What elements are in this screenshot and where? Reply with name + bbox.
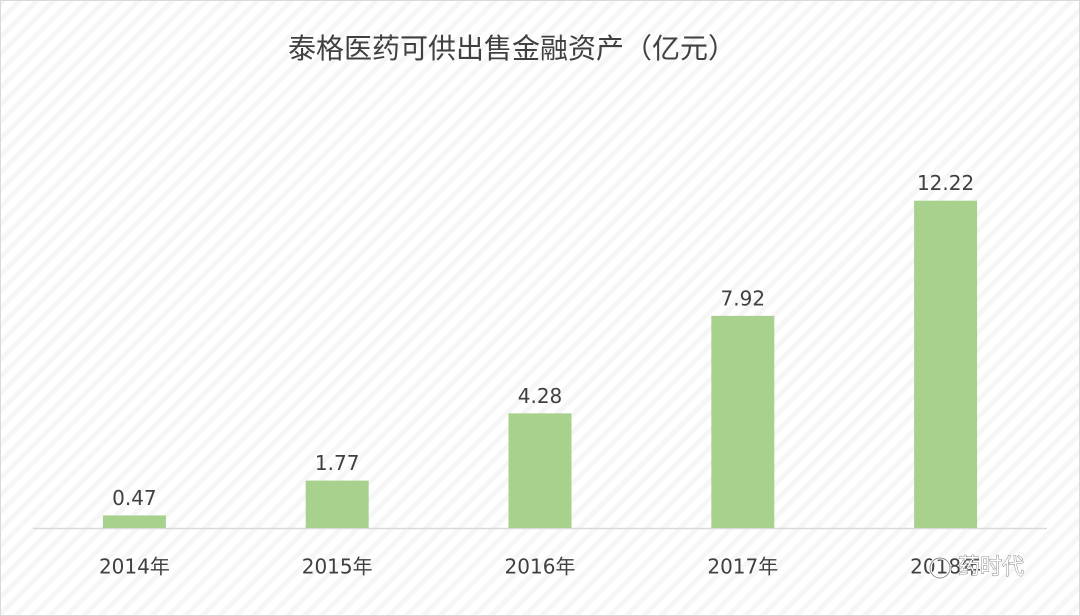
bar: [305, 480, 369, 528]
data-label: 0.47: [112, 486, 157, 510]
bar: [711, 315, 775, 528]
x-tick-label: 2017年: [707, 555, 778, 579]
watermark-text: 药时代: [958, 555, 1024, 580]
x-tick-label: 2014年: [99, 555, 170, 579]
data-label: 4.28: [518, 384, 563, 408]
chart-title: 泰格医药可供出售金融资产（亿元）: [288, 32, 736, 65]
x-tick-label: 2016年: [505, 555, 576, 579]
watermark: 药时代: [928, 555, 1024, 580]
bar: [508, 413, 572, 528]
data-label: 7.92: [721, 286, 766, 310]
bar: [102, 515, 166, 528]
data-label: 1.77: [315, 451, 360, 475]
watermark-icon-outline: [929, 557, 951, 579]
bar: [914, 200, 978, 528]
data-label: 12.22: [917, 171, 974, 195]
x-tick-label: 2015年: [302, 555, 373, 579]
